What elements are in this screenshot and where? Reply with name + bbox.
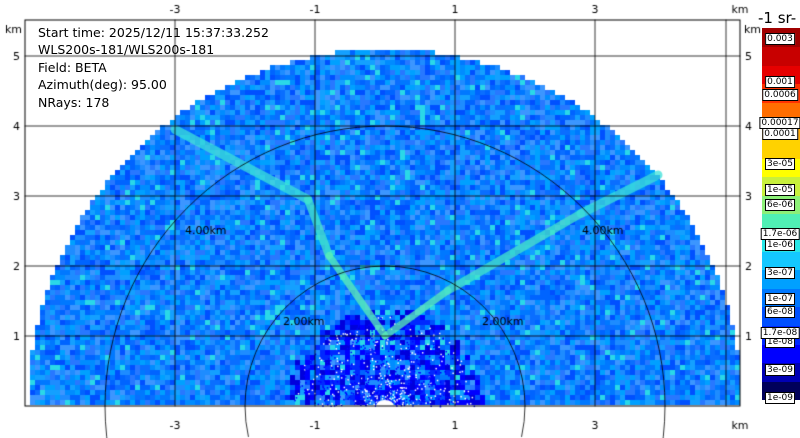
instrument-name: WLS200s-181/WLS200s-181 [38, 42, 215, 58]
nrays: NRays: 178 [38, 94, 110, 110]
colorbar-segment [762, 344, 800, 364]
colorbar-label: 1e-09 [765, 392, 795, 404]
colorbar-label: 0.003 [765, 33, 795, 46]
colorbar-label: 6e-06 [765, 198, 795, 211]
colorbar-label: 0.0006 [762, 88, 798, 101]
colorbar-label: 1.7e-08 [760, 326, 800, 339]
colorbar-label: 3e-05 [765, 157, 795, 170]
colorbar-label: 1e-06 [765, 239, 795, 252]
azimuth: Azimuth(deg): 95.00 [38, 77, 167, 93]
colorbar-label: 1e-05 [765, 183, 795, 196]
colorbar-label: 3e-07 [765, 267, 795, 280]
colorbar-label: 0.001 [765, 75, 795, 88]
colorbar-label: 1.7e-06 [760, 228, 800, 241]
colorbar-segment [762, 139, 800, 159]
start-time: Start time: 2025/12/11 15:37:33.252 [38, 25, 269, 40]
colorbar-label: 1e-07 [765, 293, 795, 306]
colorbar-title: -1 sr- [758, 9, 797, 27]
colorbar-label: 0.0001 [762, 127, 798, 140]
field-name: Field: BETA [38, 59, 107, 75]
colorbar-label: 3e-09 [765, 364, 795, 377]
colorbar-segment [762, 251, 800, 271]
colorbar-label: 6e-08 [765, 306, 795, 319]
colorbar-label: 0.00017 [759, 116, 800, 129]
colorbar-segment [762, 46, 800, 66]
info-box: Start time: 2025/12/11 15:37:33.252 WLS2… [38, 24, 269, 111]
colorbar-segment [762, 102, 800, 122]
